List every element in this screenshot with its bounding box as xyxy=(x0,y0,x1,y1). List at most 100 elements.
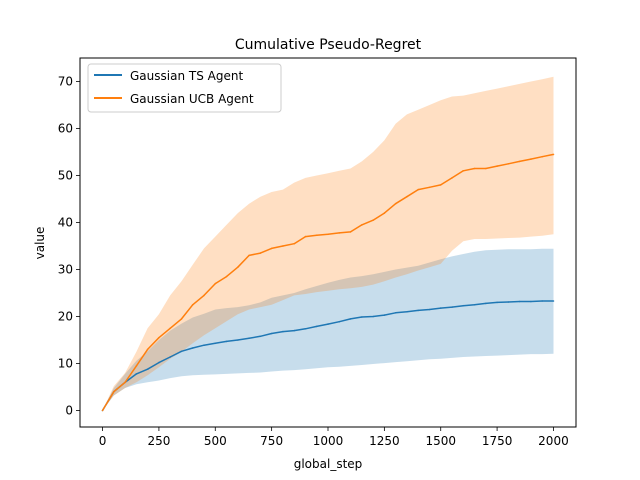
data-point-gaussian-ts-agent xyxy=(428,308,431,311)
data-point-gaussian-ts-agent xyxy=(518,300,521,303)
data-point-gaussian-ts-agent xyxy=(146,368,149,371)
y-tick-label: 40 xyxy=(58,216,73,230)
data-point-gaussian-ts-agent xyxy=(552,300,555,302)
data-point-gaussian-ts-agent xyxy=(293,329,296,332)
series-lines xyxy=(101,153,555,412)
data-point-gaussian-ts-agent xyxy=(462,304,465,307)
data-point-gaussian-ucb-agent xyxy=(428,186,431,189)
data-point-gaussian-ts-agent xyxy=(180,350,183,353)
data-point-gaussian-ucb-agent xyxy=(293,242,296,245)
data-point-gaussian-ts-agent xyxy=(327,323,329,325)
data-point-gaussian-ucb-agent xyxy=(530,158,532,160)
data-point-gaussian-ucb-agent xyxy=(135,365,138,367)
data-point-gaussian-ts-agent xyxy=(225,340,228,343)
data-point-gaussian-ts-agent xyxy=(169,356,171,358)
legend-label-ts: Gaussian TS Agent xyxy=(130,69,243,83)
x-axis-label: global_step xyxy=(294,457,363,471)
x-tick-label: 250 xyxy=(147,434,170,448)
x-tick-label: 1000 xyxy=(313,434,344,448)
data-point-gaussian-ucb-agent xyxy=(169,327,171,330)
data-point-gaussian-ucb-agent xyxy=(349,231,352,233)
chart-title: Cumulative Pseudo-Regret xyxy=(235,37,422,53)
data-point-gaussian-ucb-agent xyxy=(304,235,307,238)
data-point-gaussian-ts-agent xyxy=(191,347,194,349)
legend: Gaussian TS Agent Gaussian UCB Agent xyxy=(87,63,282,113)
y-tick-label: 10 xyxy=(58,357,73,371)
data-point-gaussian-ts-agent xyxy=(496,301,498,304)
data-point-gaussian-ts-agent xyxy=(282,330,284,333)
y-tick-label: 20 xyxy=(58,310,73,324)
x-tick-label: 750 xyxy=(260,434,283,448)
data-point-gaussian-ts-agent xyxy=(248,337,250,340)
data-point-gaussian-ucb-agent xyxy=(101,409,104,412)
data-point-gaussian-ts-agent xyxy=(473,304,476,306)
data-point-gaussian-ucb-agent xyxy=(214,282,217,285)
x-tick-label: 1750 xyxy=(482,434,513,448)
data-point-gaussian-ucb-agent xyxy=(439,184,442,186)
data-point-gaussian-ts-agent xyxy=(349,318,352,320)
data-point-gaussian-ts-agent xyxy=(383,314,386,316)
data-point-gaussian-ts-agent xyxy=(451,306,453,308)
legend-label-ucb: Gaussian UCB Agent xyxy=(130,92,254,106)
data-point-gaussian-ucb-agent xyxy=(462,170,465,172)
data-point-gaussian-ts-agent xyxy=(315,325,318,328)
data-point-gaussian-ucb-agent xyxy=(158,336,160,339)
y-axis-label: value xyxy=(33,227,47,260)
data-point-gaussian-ts-agent xyxy=(135,373,138,375)
y-tick-label: 70 xyxy=(58,75,73,89)
x-axis-ticks: 0 250 500 750 1000 1250 1500 1750 2000 xyxy=(99,427,569,448)
data-point-gaussian-ts-agent xyxy=(406,311,408,313)
data-point-gaussian-ts-agent xyxy=(338,320,341,323)
data-point-gaussian-ucb-agent xyxy=(394,202,397,205)
band-gaussian-ts-agent xyxy=(102,248,554,411)
y-tick-label: 50 xyxy=(58,169,73,183)
data-point-gaussian-ts-agent xyxy=(158,361,160,364)
data-point-gaussian-ts-agent xyxy=(270,332,273,335)
data-point-gaussian-ts-agent xyxy=(259,335,262,338)
data-point-gaussian-ucb-agent xyxy=(327,233,329,236)
y-axis-ticks: 0 10 20 30 40 50 60 70 xyxy=(58,75,80,418)
data-point-gaussian-ucb-agent xyxy=(180,318,183,320)
data-point-gaussian-ucb-agent xyxy=(146,348,149,351)
data-point-gaussian-ts-agent xyxy=(237,339,239,341)
band-gaussian-ucb-agent xyxy=(102,76,554,411)
data-point-gaussian-ucb-agent xyxy=(270,247,273,250)
data-point-gaussian-ucb-agent xyxy=(552,153,555,156)
data-point-gaussian-ucb-agent xyxy=(282,245,284,247)
x-tick-label: 500 xyxy=(204,434,227,448)
data-point-gaussian-ucb-agent xyxy=(248,254,250,257)
y-tick-label: 0 xyxy=(65,404,73,418)
data-point-gaussian-ts-agent xyxy=(485,302,487,305)
data-point-gaussian-ucb-agent xyxy=(496,165,498,167)
data-point-gaussian-ucb-agent xyxy=(203,294,205,297)
data-point-gaussian-ucb-agent xyxy=(225,275,228,278)
data-point-gaussian-ucb-agent xyxy=(338,232,341,234)
data-point-gaussian-ts-agent xyxy=(439,307,442,309)
legend-box xyxy=(87,63,282,113)
data-point-gaussian-ts-agent xyxy=(530,300,532,303)
data-point-gaussian-ucb-agent xyxy=(124,381,126,384)
data-point-gaussian-ucb-agent xyxy=(113,390,115,393)
data-point-gaussian-ucb-agent xyxy=(518,160,521,163)
data-point-gaussian-ts-agent xyxy=(203,344,205,347)
data-point-gaussian-ucb-agent xyxy=(259,252,262,254)
data-point-gaussian-ucb-agent xyxy=(451,177,453,179)
data-point-gaussian-ucb-agent xyxy=(541,155,543,158)
data-point-gaussian-ucb-agent xyxy=(191,304,194,306)
data-point-gaussian-ucb-agent xyxy=(315,234,318,236)
data-point-gaussian-ts-agent xyxy=(541,300,543,302)
data-point-gaussian-ucb-agent xyxy=(372,219,374,221)
y-tick-label: 30 xyxy=(58,263,73,277)
data-point-gaussian-ucb-agent xyxy=(485,167,487,170)
y-tick-label: 60 xyxy=(58,122,73,136)
data-point-gaussian-ts-agent xyxy=(507,301,510,303)
data-point-gaussian-ucb-agent xyxy=(237,266,239,269)
data-point-gaussian-ucb-agent xyxy=(417,188,420,191)
x-tick-label: 1250 xyxy=(369,434,400,448)
data-point-gaussian-ucb-agent xyxy=(473,167,476,170)
x-tick-label: 2000 xyxy=(538,434,569,448)
data-point-gaussian-ucb-agent xyxy=(507,163,510,165)
data-point-gaussian-ucb-agent xyxy=(406,195,408,198)
confidence-bands xyxy=(102,76,554,411)
